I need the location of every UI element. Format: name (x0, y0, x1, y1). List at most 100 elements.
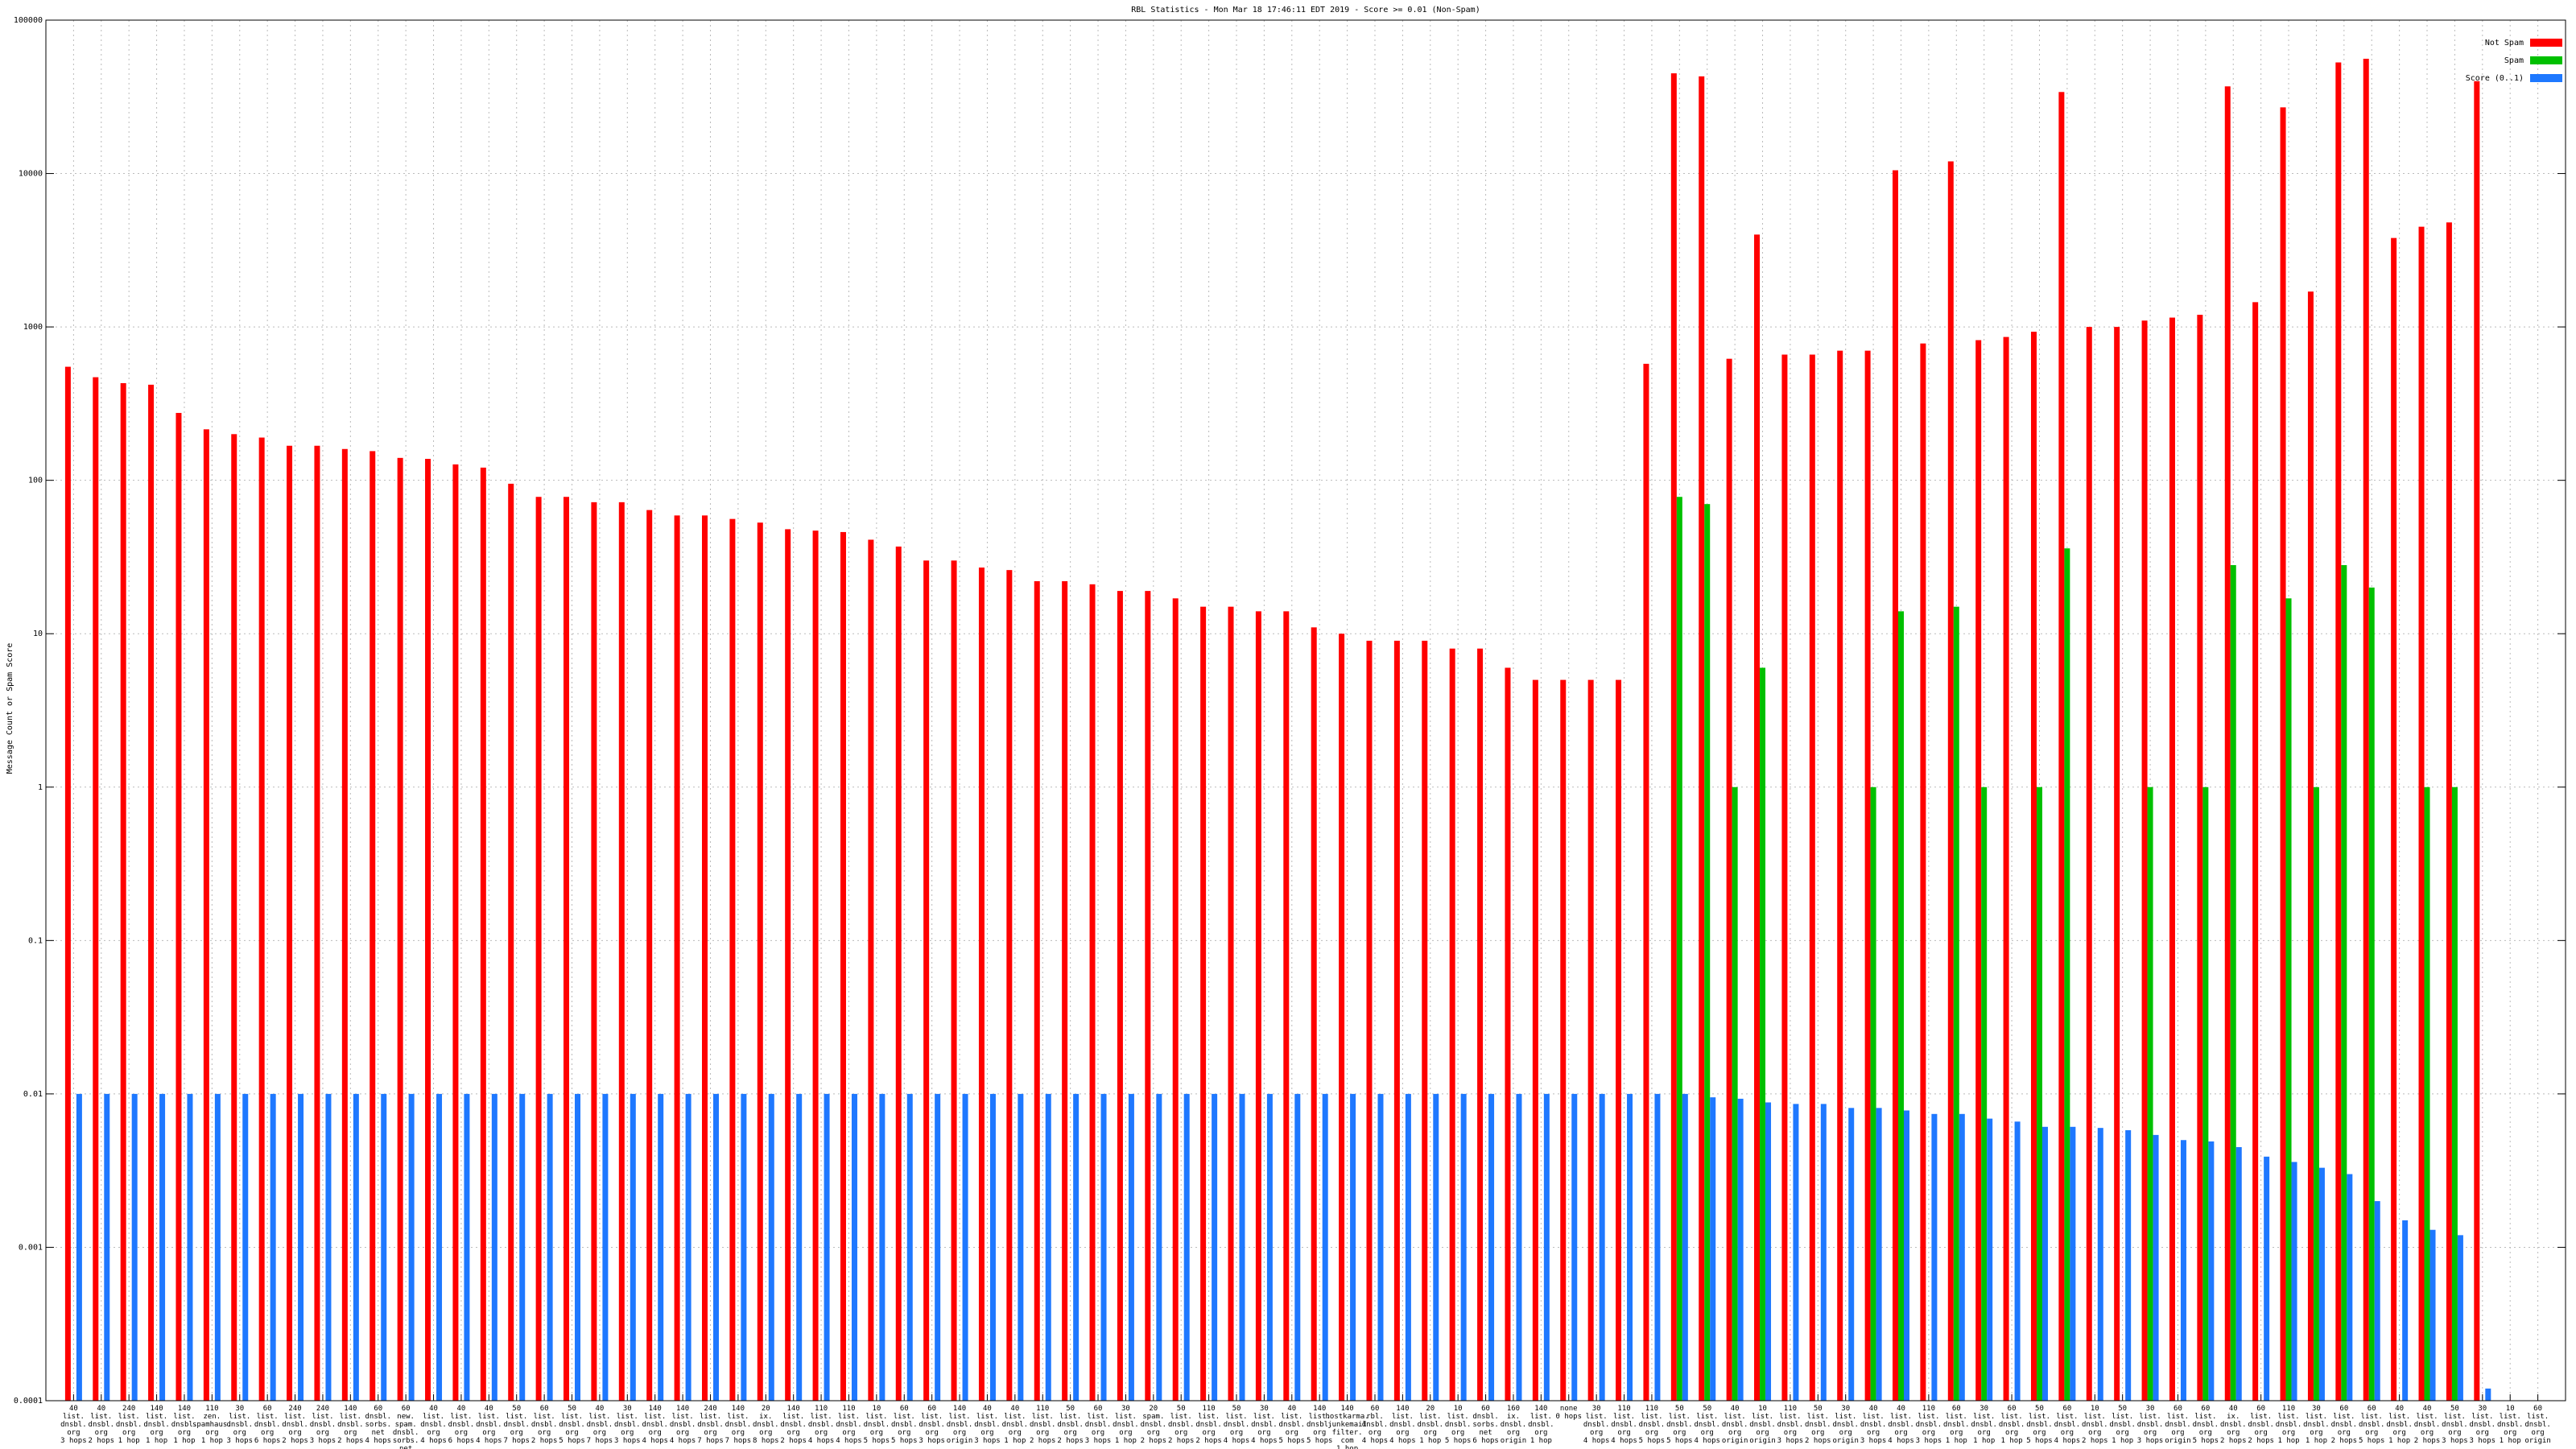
bar (325, 1093, 332, 1401)
bar (2036, 786, 2042, 1401)
bar (1488, 1093, 1495, 1401)
bar (2003, 336, 2009, 1402)
bar (1809, 354, 1815, 1401)
x-tick-label: 110 zen. spamhaus. org 1 hop (192, 1405, 232, 1445)
bar (1599, 1093, 1605, 1401)
x-tick-label: 30 list. dnsbl. org 4 hops (1583, 1405, 1610, 1445)
bar (602, 1093, 609, 1401)
bar (491, 1093, 497, 1401)
bar (951, 560, 957, 1401)
x-tick-label: 20 spam. dnsbl. org 2 hops (1141, 1405, 1167, 1445)
y-tick-label: 10 (33, 630, 43, 638)
bar (2285, 598, 2292, 1401)
x-tick-label: 10 list. dnsbl. org 2 hops (2082, 1405, 2108, 1445)
x-tick-label: 30 list. dnsbl. org 3 hops (614, 1405, 641, 1445)
bar (187, 1093, 193, 1401)
bar (1616, 679, 1622, 1401)
bar (1931, 1113, 1938, 1401)
bar (2014, 1121, 2021, 1401)
x-tick-label: 30 list. dnsbl. org 1 hop (1971, 1405, 1997, 1445)
y-tick-label: 1 (38, 783, 43, 792)
bar (2347, 1174, 2353, 1401)
bar (535, 497, 542, 1401)
bar (270, 1093, 276, 1401)
bar (1754, 234, 1761, 1401)
y-tick-label: 0.01 (23, 1090, 43, 1099)
y-tick-label: 0.1 (28, 936, 43, 945)
x-tick-label: 50 list. dnsbl. org 2 hops (1057, 1405, 1084, 1445)
bar (2030, 332, 2037, 1402)
x-tick-label: 40 list. dnsbl. org origin (1722, 1405, 1748, 1445)
bar (2097, 1128, 2103, 1401)
x-tick-label: 160 ix. dnsbl. org origin (1501, 1405, 1527, 1445)
x-tick-label: 50 list. dnsbl. org 4 hops (1694, 1405, 1720, 1445)
bar (1516, 1093, 1522, 1401)
bar (978, 568, 985, 1401)
legend-swatch (2530, 39, 2562, 47)
bar (1898, 611, 1905, 1401)
bar (381, 1093, 387, 1401)
bar (314, 445, 320, 1402)
bar (989, 1093, 996, 1401)
bar (591, 502, 597, 1401)
bar (1670, 73, 1677, 1402)
x-tick-label: 60 list. dnsbl. org 2 hops (531, 1405, 558, 1445)
bar (1532, 679, 1538, 1401)
x-tick-label: 30 list. dnsbl. org 3 hops (2470, 1405, 2496, 1445)
bar (2202, 786, 2209, 1401)
bar (1350, 1093, 1356, 1401)
x-tick-label: 40 list. dnsbl. org 4 hops (420, 1405, 447, 1445)
x-tick-label: 60 list. dnsbl. org 5 hops (2193, 1405, 2219, 1445)
bar (895, 546, 902, 1401)
bar (1587, 679, 1594, 1401)
x-tick-label: none 0 hops (1556, 1405, 1583, 1421)
x-tick-label: 60 rbl. dnsbl. org 4 hops (1362, 1405, 1389, 1445)
bar (1864, 350, 1871, 1401)
bar (519, 1093, 526, 1401)
bar (2230, 565, 2236, 1401)
bar (175, 412, 182, 1401)
x-tick-label: 20 ix. dnsbl. org 8 hops (753, 1405, 779, 1445)
bar (2363, 58, 2369, 1402)
chart-title: RBL Statistics - Mon Mar 18 17:46:11 EDT… (1131, 6, 1480, 14)
bar (935, 1093, 941, 1401)
bar (2147, 786, 2153, 1401)
x-tick-label: 140 list. dnsbl. org origin (947, 1405, 973, 1445)
bar (923, 560, 930, 1401)
x-tick-label: 140 hostkarma. junkemail filter. com 1 hop (1325, 1405, 1368, 1449)
bar (685, 1093, 691, 1401)
bar (741, 1093, 747, 1401)
x-tick-label: 40 list. dnsbl. org 2 hops (89, 1405, 115, 1445)
bar (2252, 302, 2259, 1401)
bar (2041, 1126, 2048, 1401)
x-tick-label: 140 list. dnsbl. org 2 hops (337, 1405, 364, 1445)
y-tick-label: 1000 (23, 323, 43, 332)
bar (962, 1093, 968, 1401)
bar (2291, 1162, 2297, 1401)
bar (1460, 1093, 1467, 1401)
x-tick-label: 40 list. dnsbl. org 3 hops (60, 1405, 87, 1445)
bar (242, 1093, 249, 1401)
y-tick-label: 10000 (19, 170, 43, 179)
bar (1322, 1093, 1328, 1401)
y-tick-label: 100 (28, 477, 43, 485)
x-tick-label: 50 list. dnsbl. org 7 hops (503, 1405, 530, 1445)
bar (1433, 1093, 1439, 1401)
bar (840, 531, 846, 1401)
x-tick-label: 60 list. dnsbl. org 5 hops (2359, 1405, 2385, 1445)
x-tick-label: 110 list. dnsbl. org 5 hops (1639, 1405, 1666, 1445)
x-tick-label: 40 list. dnsbl. org 2 hops (2414, 1405, 2441, 1445)
bar (104, 1093, 110, 1401)
y-tick-label: 0.001 (19, 1243, 43, 1252)
x-tick-label: 60 list. dnsbl. org 5 hops (891, 1405, 918, 1445)
bar (1045, 1093, 1051, 1401)
x-tick-label: 40 list. dnsbl. org 3 hops (974, 1405, 1001, 1445)
x-tick-label: 30 list. dnsbl. org 3 hops (227, 1405, 254, 1445)
bar (1643, 363, 1649, 1402)
x-tick-label: 60 list. dnsbl. org 3 hops (919, 1405, 945, 1445)
x-tick-label: 140 list. dnsbl. org 2 hops (780, 1405, 807, 1445)
bar (575, 1093, 581, 1401)
bar (1062, 580, 1068, 1401)
bar (1732, 786, 1738, 1401)
x-tick-label: 10 list. dnsbl. org 1 hop (2497, 1405, 2524, 1445)
